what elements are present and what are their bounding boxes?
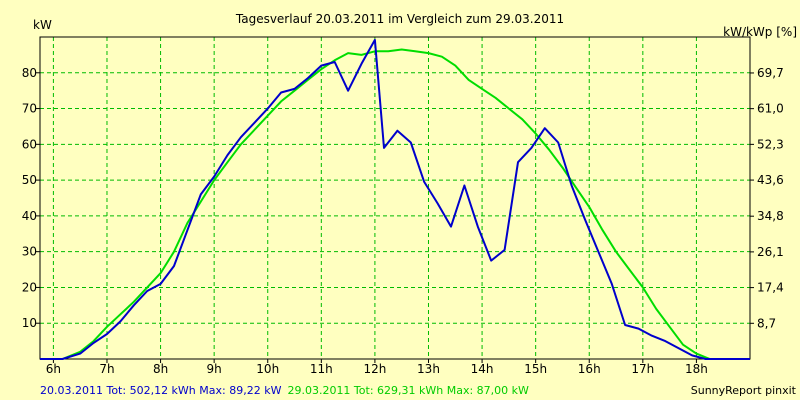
y-right-tick-label: 61,0 [757, 102, 784, 116]
y-left-tick-label: 50 [22, 173, 37, 187]
x-tick-label: 16h [578, 362, 601, 376]
footer-right: SunnyReport pinxit [691, 384, 797, 397]
y-left-tick-label: 60 [22, 137, 37, 151]
chart-title: Tagesverlauf 20.03.2011 im Vergleich zum… [235, 12, 564, 26]
y-right-tick-label: 52,3 [757, 137, 784, 151]
y-axis-right-label: kW/kWp [%] [723, 25, 797, 39]
x-tick-label: 11h [310, 362, 333, 376]
y-right-tick-label: 17,4 [757, 281, 784, 295]
plot-frame [39, 36, 751, 360]
footer-stats-green: 29.03.2011 Tot: 629,31 kWh Max: 87,00 kW [287, 384, 529, 397]
y-left-tick-label: 80 [22, 66, 37, 80]
x-tick-label: 15h [524, 362, 547, 376]
y-right-tick-label: 34,8 [757, 209, 784, 223]
footer-stats: 20.03.2011 Tot: 502,12 kWh Max: 89,22 kW… [40, 384, 529, 397]
y-axis-left-label: kW [33, 18, 52, 32]
x-tick-label: 12h [363, 362, 386, 376]
y-left-tick-label: 30 [22, 245, 37, 259]
plot-area [40, 37, 750, 359]
y-right-tick-label: 26,1 [757, 245, 784, 259]
series-line-29.03.2011 [40, 48, 750, 360]
series-line-20.03.2011 [40, 38, 750, 360]
x-tick-label: 17h [631, 362, 654, 376]
x-tick-label: 7h [99, 362, 114, 376]
y-left-tick-label: 70 [22, 102, 37, 116]
y-right-tick-label: 43,6 [757, 173, 784, 187]
x-tick-label: 18h [685, 362, 708, 376]
y-right-tick-label: 8,7 [757, 316, 776, 330]
footer-stats-blue: 20.03.2011 Tot: 502,12 kWh Max: 89,22 kW [40, 384, 282, 397]
x-tick-label: 10h [256, 362, 279, 376]
x-tick-label: 8h [153, 362, 168, 376]
x-tick-label: 14h [471, 362, 494, 376]
x-tick-label: 6h [46, 362, 61, 376]
y-right-tick-label: 69,7 [757, 66, 784, 80]
y-left-tick-label: 40 [22, 209, 37, 223]
x-tick-label: 9h [207, 362, 222, 376]
y-left-tick-label: 20 [22, 280, 37, 294]
y-left-tick-label: 10 [22, 316, 37, 330]
x-tick-label: 13h [417, 362, 440, 376]
